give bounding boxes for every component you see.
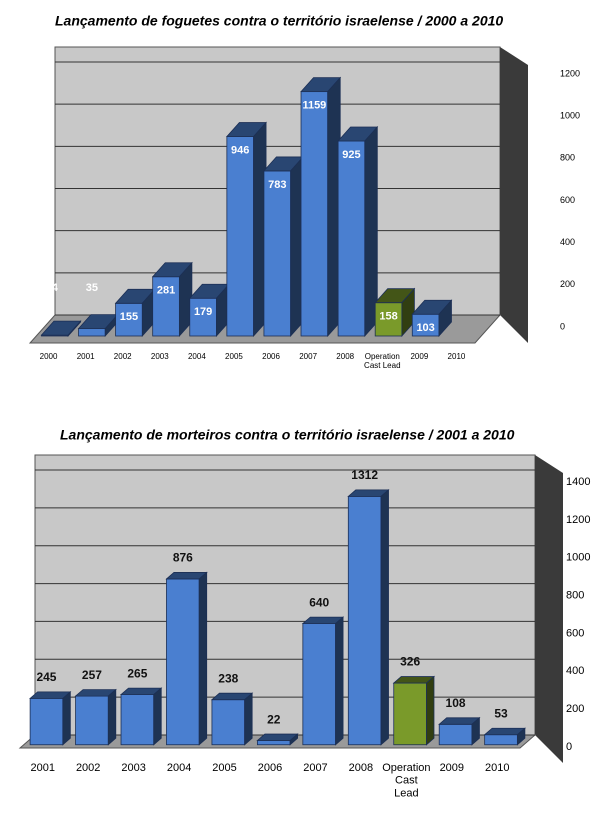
x-tick-label: 2005 (212, 762, 236, 774)
x-tick-label: 2009 (410, 352, 428, 361)
x-tick-label: 2007 (303, 762, 327, 774)
bar (29, 697, 64, 746)
data-label: 640 (309, 595, 329, 609)
data-label: 1312 (351, 468, 378, 482)
bar-side (438, 299, 452, 338)
x-tick-label: 2008 (336, 352, 354, 361)
bar-side (289, 733, 299, 746)
bar (438, 723, 473, 746)
data-label: 876 (173, 551, 193, 565)
data-label: 35 (86, 282, 98, 294)
x-tick-label: 2001 (30, 762, 54, 774)
back-wall (34, 454, 536, 736)
data-label: 925 (342, 149, 360, 161)
data-label: 238 (218, 671, 238, 685)
bar-side (198, 571, 208, 746)
x-tick-label: 2008 (349, 762, 373, 774)
y-tick-label: 400 (560, 237, 575, 247)
bar-side (153, 687, 162, 746)
y-tick-label: 800 (566, 589, 584, 601)
x-tick-label: 2004 (167, 762, 191, 774)
data-label: 108 (446, 696, 466, 710)
bar (256, 740, 291, 746)
bar-side (516, 727, 526, 746)
y-tick-label: 0 (560, 321, 565, 331)
chart-title: Lançamento de morteiros contra o territó… (60, 427, 515, 443)
data-label: 4 (52, 282, 59, 294)
bar (393, 682, 427, 746)
x-tick-label: 2007 (299, 352, 317, 361)
y-tick-label: 1000 (566, 552, 590, 564)
x-tick-label: 2002 (76, 762, 100, 774)
data-label: 245 (36, 670, 56, 684)
y-tick-label: 600 (560, 195, 575, 205)
bar-side (62, 690, 71, 746)
bar (300, 91, 329, 337)
bar (75, 695, 109, 746)
x-tick-label: 2003 (121, 762, 145, 774)
data-label: 281 (157, 285, 175, 297)
data-label: 265 (127, 666, 147, 680)
bar (78, 328, 106, 337)
bar-side (107, 688, 117, 746)
bar (120, 694, 155, 746)
x-tick-label: 2006 (258, 762, 282, 774)
bar (211, 699, 246, 746)
y-tick-label: 0 (566, 741, 572, 753)
y-tick-label: 400 (566, 665, 584, 677)
data-label: 326 (400, 655, 420, 669)
data-label: 22 (267, 712, 281, 726)
data-label: 158 (379, 311, 397, 323)
data-label: 946 (231, 144, 249, 156)
side-wall (500, 47, 528, 343)
side-wall (535, 455, 563, 763)
bar-side (426, 675, 435, 746)
bar (337, 140, 366, 337)
data-label: 783 (268, 179, 286, 191)
x-tick-label: 2005 (225, 352, 243, 361)
x-tick-label: Operation Cast Lead (382, 762, 430, 799)
bar (226, 136, 254, 337)
bar (484, 734, 518, 746)
bar-side (67, 320, 82, 338)
x-tick-label: 2009 (440, 762, 464, 774)
x-tick-label: 2000 (40, 352, 58, 361)
bar (152, 276, 180, 337)
data-label: 103 (416, 322, 434, 334)
x-tick-label: 2010 (448, 352, 466, 361)
x-tick-label: 2010 (485, 762, 509, 774)
data-label: 155 (120, 311, 138, 323)
data-label: 1159 (302, 100, 326, 112)
bar-side (471, 716, 480, 746)
data-label: 179 (194, 306, 212, 318)
bar (263, 170, 292, 337)
x-tick-label: 2004 (188, 352, 206, 361)
x-tick-label: 2006 (262, 352, 280, 361)
chart-title: Lançamento de foguetes contra o territór… (55, 13, 503, 29)
x-tick-label: 2003 (151, 352, 169, 361)
y-tick-label: 600 (566, 627, 584, 639)
bar-side (335, 616, 344, 746)
y-tick-label: 1000 (560, 111, 580, 121)
y-tick-label: 200 (560, 279, 575, 289)
bar-side (380, 489, 389, 746)
y-tick-label: 1200 (566, 514, 590, 526)
x-tick-label: 2001 (77, 352, 95, 361)
y-tick-label: 1200 (560, 68, 580, 78)
y-tick-label: 800 (560, 153, 575, 163)
data-label: 53 (494, 706, 508, 720)
data-label: 257 (82, 668, 102, 682)
bar (347, 496, 382, 746)
x-tick-label: 2002 (114, 352, 132, 361)
bar (189, 297, 217, 337)
bar-side (244, 692, 253, 746)
y-tick-label: 200 (566, 703, 584, 715)
y-tick-label: 1400 (566, 476, 590, 488)
bar (166, 578, 200, 746)
bar (302, 623, 336, 746)
x-tick-label: Operation Cast Lead (364, 352, 400, 370)
